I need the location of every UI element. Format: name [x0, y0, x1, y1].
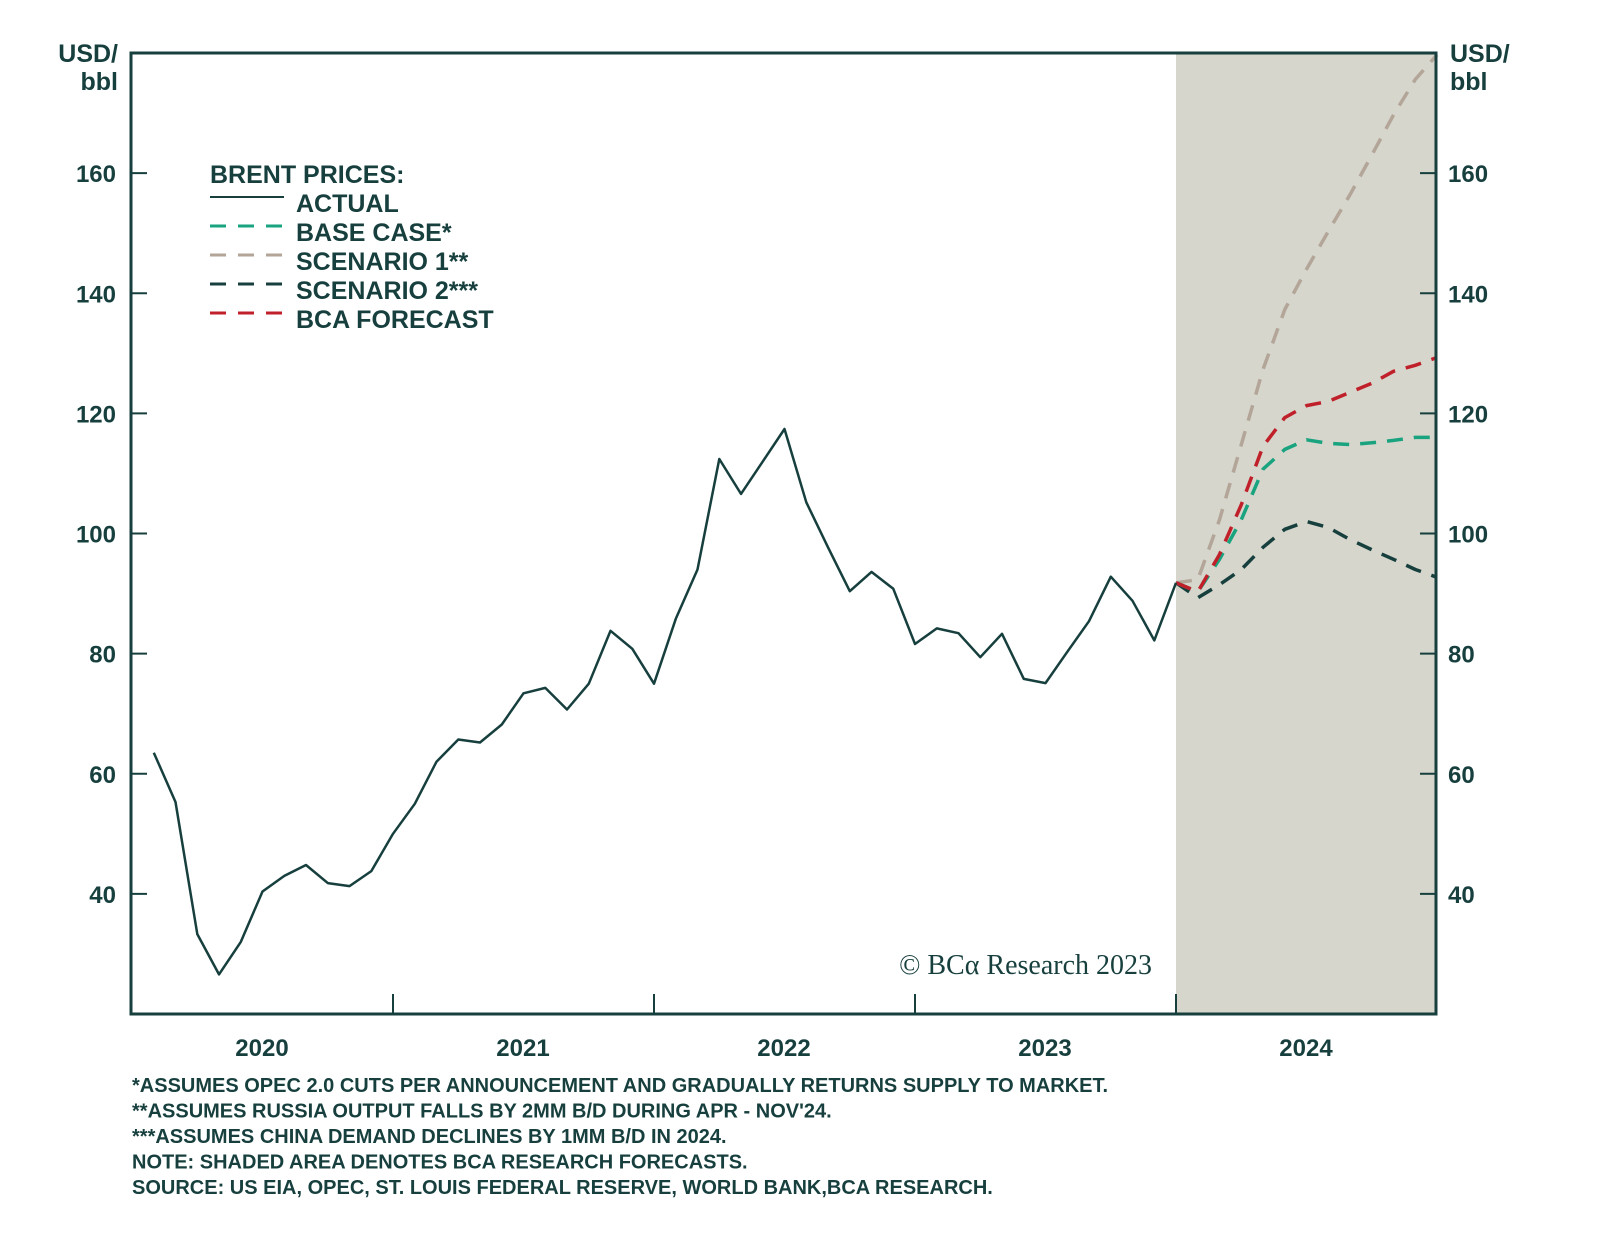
x-tick-label: 2020: [235, 1035, 288, 1062]
series-line-actual: [152, 427, 1178, 976]
series-line-base-case: [1175, 435, 1437, 594]
legend-title: BRENT PRICES:: [210, 161, 404, 189]
legend-label: SCENARIO 1**: [296, 248, 469, 276]
footnote: NOTE: SHADED AREA DENOTES BCA RESEARCH F…: [132, 1152, 748, 1174]
series-line-scenario-2: [1175, 519, 1438, 600]
y-axis-label-right-line2: bbl: [1450, 68, 1488, 96]
y-tick-label-left: 120: [76, 401, 116, 428]
legend-label: SCENARIO 2***: [296, 277, 478, 305]
y-tick-label-left: 100: [76, 522, 116, 549]
legend-label: BCA FORECAST: [296, 306, 494, 334]
watermark: © BCα Research 2023: [899, 950, 1152, 981]
y-tick-label-left: 160: [76, 161, 116, 188]
footnote: SOURCE: US EIA, OPEC, ST. LOUIS FEDERAL …: [132, 1177, 993, 1199]
y-tick-label-right: 160: [1448, 161, 1488, 188]
legend-label: ACTUAL: [296, 190, 399, 218]
y-tick-label-right: 100: [1448, 522, 1488, 549]
footnotes: *ASSUMES OPEC 2.0 CUTS PER ANNOUNCEMENT …: [132, 1075, 1108, 1199]
y-axis-label-right-line1: USD/: [1450, 40, 1510, 68]
y-tick-label-right: 40: [1448, 882, 1475, 909]
y-axis-label-left-line1: USD/: [58, 40, 118, 68]
series-line-bca-forecast: [1175, 355, 1438, 594]
ticks-layer: 40 40 60 60 80 80 100 100 120 120 140 140 160 160 2020…: [76, 161, 1488, 1062]
y-axis-label-left-line2: bbl: [81, 68, 119, 96]
y-tick-label-right: 140: [1448, 281, 1488, 308]
y-tick-label-left: 140: [76, 281, 116, 308]
legend-label: BASE CASE*: [296, 219, 452, 247]
y-tick-label-left: 40: [89, 882, 116, 909]
footnote: **ASSUMES RUSSIA OUTPUT FALLS BY 2MM B/D…: [132, 1101, 832, 1123]
footnote: *ASSUMES OPEC 2.0 CUTS PER ANNOUNCEMENT …: [132, 1075, 1108, 1097]
y-tick-label-right: 60: [1448, 762, 1475, 789]
x-tick-label: 2022: [757, 1035, 810, 1062]
series-line-scenario-1: [1175, 53, 1439, 585]
x-tick-label: 2024: [1279, 1035, 1333, 1062]
y-tick-label-left: 60: [89, 762, 116, 789]
y-tick-label-right: 120: [1448, 401, 1488, 428]
y-tick-label-right: 80: [1448, 642, 1475, 669]
x-tick-label: 2021: [496, 1035, 549, 1062]
footnote: ***ASSUMES CHINA DEMAND DECLINES BY 1MM …: [132, 1126, 727, 1148]
series-layer: [152, 53, 1439, 976]
x-tick-label: 2023: [1018, 1035, 1071, 1062]
forecast-shaded-area: [1176, 53, 1436, 1014]
y-tick-label-left: 80: [89, 642, 116, 669]
